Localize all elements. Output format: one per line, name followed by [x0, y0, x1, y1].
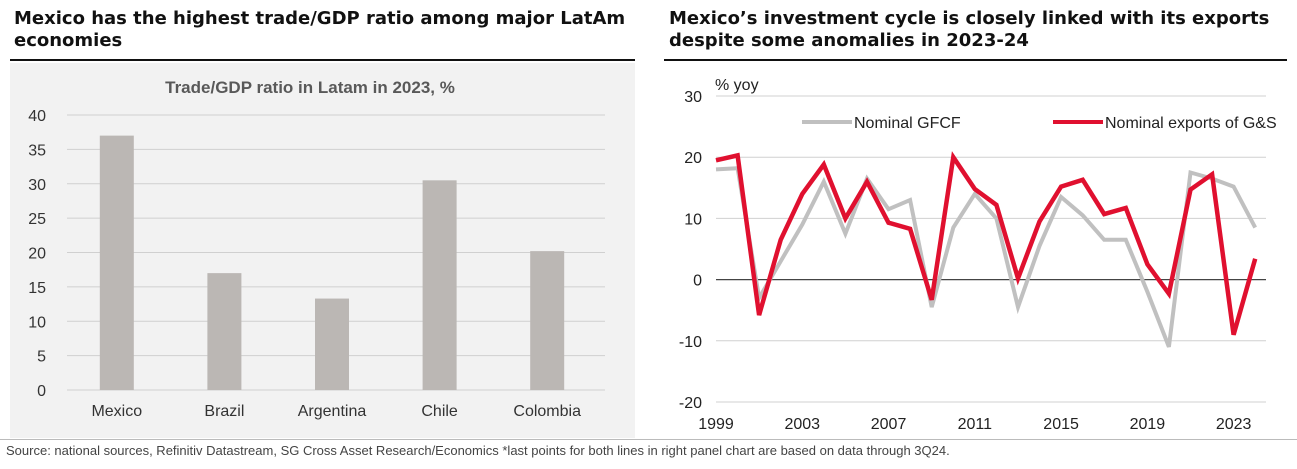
left-heading-rule: [10, 59, 635, 61]
line-ytick-label: 20: [684, 150, 702, 167]
line-xtick-label: 2015: [1043, 416, 1079, 433]
bar-ytick-label: 5: [37, 349, 46, 366]
series-line-exports: [715, 151, 1258, 336]
line-xtick-label: 2007: [871, 416, 907, 433]
bar-ytick-label: 10: [28, 314, 46, 331]
bar-ytick-label: 15: [28, 280, 46, 297]
bar-ytick-label: 25: [28, 211, 46, 228]
legend-label: Nominal exports of G&S: [1105, 115, 1277, 132]
bar-ytick-label: 40: [28, 108, 46, 125]
series-line-gfcf: [715, 166, 1257, 348]
bar-mexico: [99, 135, 134, 390]
line-ytick-label: 30: [684, 89, 702, 106]
bar-ytick-label: 30: [28, 177, 46, 194]
bar-xtick-label: Mexico: [91, 403, 142, 420]
left-panel-heading: Mexico has the highest trade/GDP ratio a…: [14, 8, 626, 51]
bar-argentina: [315, 298, 349, 390]
line-chart-ylabel: % yoy: [715, 77, 759, 94]
bar-chile: [422, 180, 457, 390]
bar-brazil: [207, 273, 242, 390]
bar-xtick-label: Chile: [421, 403, 458, 420]
bar-ytick-label: 35: [28, 142, 46, 159]
line-xtick-label: 2011: [958, 416, 993, 433]
line-ytick-label: 0: [693, 273, 702, 290]
line-chart: % yoy -20 -10 0 10 20 30 1999 2003 2007 2011 2015…: [679, 77, 1277, 433]
line-ytick-label: 10: [684, 211, 702, 228]
source-footnote: Source: national sources, Refinitiv Data…: [6, 443, 950, 458]
line-xtick-label: 2019: [1130, 416, 1166, 433]
footnote-divider: [0, 439, 1297, 440]
line-xtick-label: 2003: [784, 416, 820, 433]
line-ytick-label: -10: [679, 334, 702, 351]
bar-ytick-label: 0: [37, 383, 46, 400]
legend-label: Nominal GFCF: [854, 115, 961, 132]
bar-chart: Trade/GDP ratio in Latam in 2023, % 0 5 10…: [28, 78, 605, 420]
bar-xtick-label: Colombia: [513, 403, 581, 420]
right-heading-rule: [664, 59, 1287, 61]
bar-colombia: [530, 251, 565, 390]
line-xtick-label: 2023: [1216, 416, 1252, 433]
bar-chart-title: Trade/GDP ratio in Latam in 2023, %: [165, 78, 455, 97]
bar-xtick-label: Argentina: [298, 403, 367, 420]
line-ytick-label: -20: [679, 395, 702, 412]
line-xtick-label: 1999: [698, 416, 734, 433]
right-panel-heading: Mexico’s investment cycle is closely lin…: [669, 8, 1270, 51]
bar-xtick-label: Brazil: [204, 403, 244, 420]
bar-ytick-label: 20: [28, 246, 46, 263]
